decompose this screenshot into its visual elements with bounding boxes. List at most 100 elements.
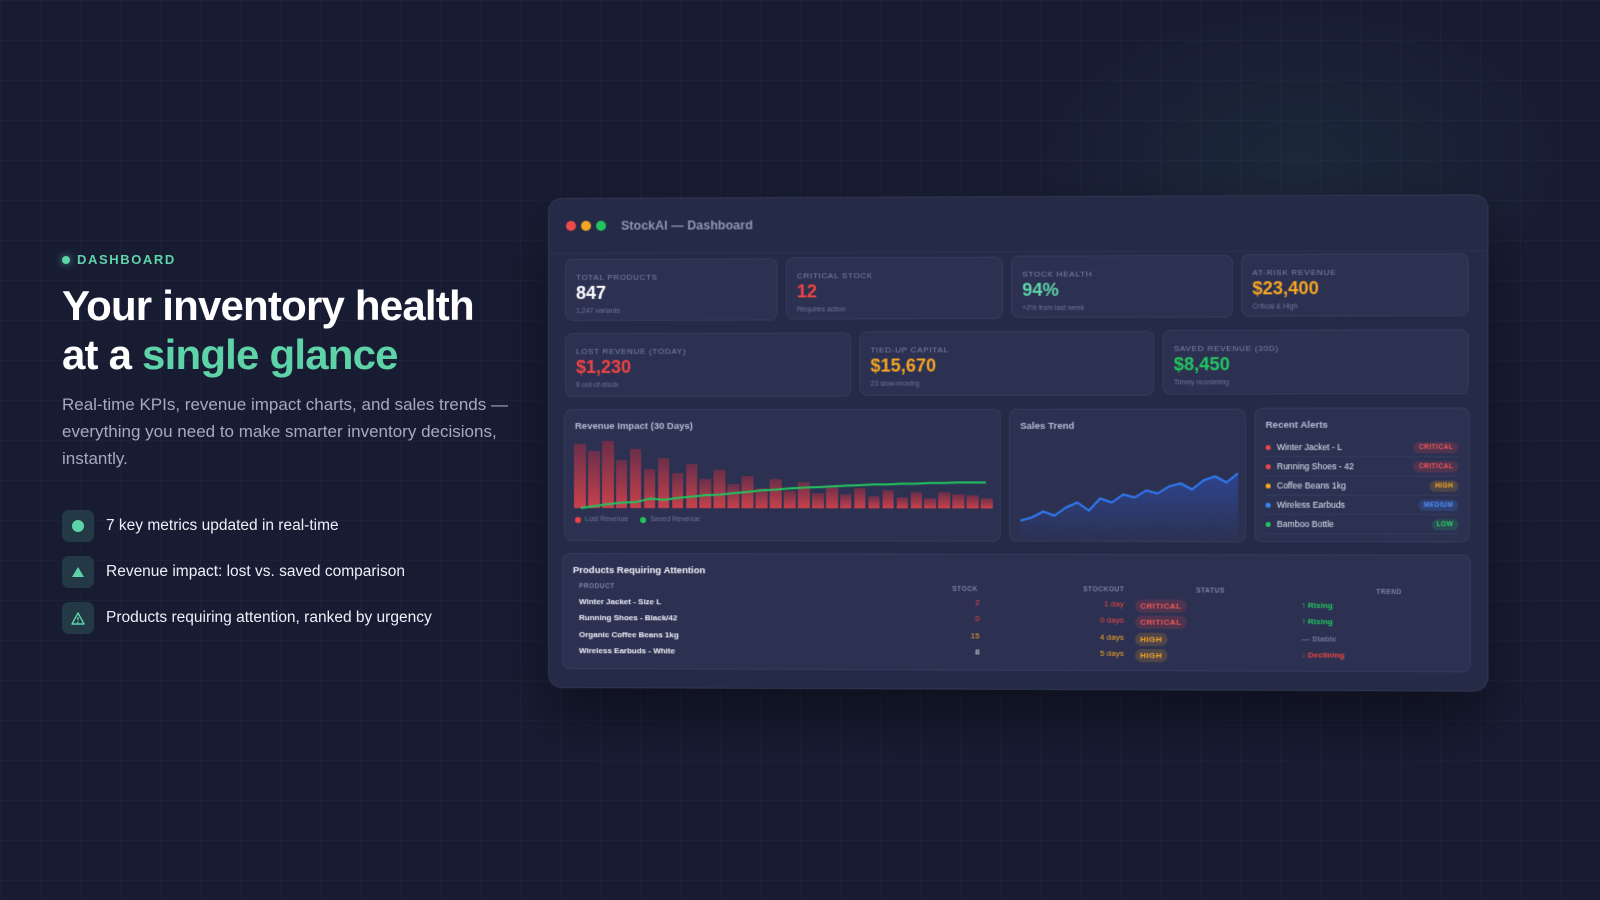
kpi-value: $1,230: [575, 356, 632, 377]
headline-accent: single glance: [142, 331, 399, 378]
severity-badge: LOW: [1431, 518, 1459, 530]
alert-product-name: Winter Jacket - L: [1276, 441, 1343, 453]
legend-item-saved[interactable]: Saved Revenue: [640, 516, 700, 523]
kpi-value: $15,670: [870, 355, 937, 376]
severity-badge: MEDIUM: [1418, 499, 1459, 511]
headline-line-2-prefix: at a: [62, 331, 143, 378]
eyebrow: DASHBOARD: [62, 252, 542, 267]
kpi-card-total-products[interactable]: TOTAL PRODUCTS 847 1,247 variants: [564, 258, 778, 321]
maximize-window-button[interactable]: [596, 220, 607, 231]
kpi-card-stock-health[interactable]: STOCK HEALTH 94% +2% from last week: [1011, 254, 1233, 319]
alert-product-name: Wireless Earbuds: [1276, 499, 1346, 510]
column-header-stockout[interactable]: STOCKOUT: [1083, 586, 1125, 594]
status-dot-icon: [62, 255, 70, 264]
kpi-card-tied-up-capital[interactable]: TIED-UP CAPITAL $15,670 23 slow-moving: [859, 330, 1155, 396]
kpi-value: 94%: [1022, 279, 1059, 300]
alert-item[interactable]: Winter Jacket - L CRITICAL: [1265, 437, 1459, 458]
table-row[interactable]: Winter Jacket - Size L 2 1 day CRITICAL …: [563, 554, 1470, 613]
saved-revenue-line: [574, 440, 993, 508]
page-title: Your inventory health at a single glance: [62, 281, 542, 379]
severity-dot-icon: [1265, 502, 1271, 508]
stockout-value: 4 days: [1099, 632, 1124, 642]
table-row[interactable]: Running Shoes - Black/42 0 0 days CRITIC…: [563, 554, 1470, 630]
feature-item: Revenue impact: lost vs. saved compariso…: [62, 556, 432, 588]
stock-value: 2: [975, 598, 980, 608]
products-attention-table: Products Requiring Attention PRODUCT STO…: [561, 553, 1471, 673]
chart-title: Sales Trend: [1020, 420, 1075, 432]
alert-product-name: Bamboo Bottle: [1276, 518, 1334, 530]
stockout-value: 0 days: [1099, 615, 1124, 625]
alert-item[interactable]: Running Shoes - 42 CRITICAL: [1265, 457, 1459, 477]
hero-section: DASHBOARD Your inventory health at a sin…: [62, 252, 542, 472]
kpi-subtext: Timely reordering: [1173, 379, 1230, 387]
table-row[interactable]: Wireless Earbuds - White 8 5 days HIGH ↓…: [563, 554, 1470, 663]
severity-dot-icon: [1265, 521, 1271, 527]
feature-item: 7 key metrics updated in real-time: [62, 510, 432, 542]
kpi-card-saved-revenue[interactable]: SAVED REVENUE (30D) $8,450 Timely reorde…: [1162, 329, 1469, 395]
product-name: Organic Coffee Beans 1kg: [578, 629, 679, 640]
eyebrow-label: DASHBOARD: [77, 252, 176, 267]
kpi-subtext: Critical & High: [1252, 303, 1298, 311]
chart-title: Revenue Impact (30 Days): [574, 420, 693, 432]
kpi-subtext: 1,247 variants: [575, 307, 621, 315]
kpi-label: STOCK HEALTH: [1022, 269, 1093, 279]
warning-icon: [71, 611, 85, 625]
legend-swatch-icon: [640, 516, 647, 523]
legend-swatch-icon: [574, 516, 581, 523]
trend-indicator: ↑ Rising: [1301, 600, 1333, 611]
trend-indicator: — Stable: [1301, 633, 1337, 644]
feature-text: 7 key metrics updated in real-time: [106, 517, 339, 534]
kpi-value: 847: [575, 282, 607, 303]
kpi-value: $8,450: [1173, 354, 1230, 375]
circle-icon: [72, 520, 84, 532]
kpi-subtext: 23 slow-moving: [870, 380, 920, 388]
column-header-trend[interactable]: TREND: [1376, 588, 1402, 597]
kpi-subtext: +2% from last week: [1022, 304, 1085, 313]
legend-item-lost[interactable]: Lost Revenue: [574, 516, 628, 523]
severity-dot-icon: [1265, 463, 1271, 469]
window-title: StockAI — Dashboard: [621, 218, 753, 233]
column-header-product[interactable]: PRODUCT: [578, 583, 615, 591]
stock-value: 0: [975, 614, 980, 624]
kpi-card-at-risk-revenue[interactable]: AT-RISK REVENUE $23,400 Critical & High: [1241, 253, 1469, 317]
alert-item[interactable]: Bamboo Bottle LOW: [1265, 514, 1459, 535]
alert-product-name: Running Shoes - 42: [1276, 461, 1354, 472]
column-header-status[interactable]: STATUS: [1196, 587, 1225, 595]
kpi-label: AT-RISK REVENUE: [1252, 267, 1337, 278]
feature-item: Products requiring attention, ranked by …: [62, 602, 432, 634]
dashboard-window: StockAI — Dashboard TOTAL PRODUCTS 847 1…: [548, 194, 1489, 692]
status-badge: CRITICAL: [1135, 599, 1187, 613]
kpi-subtext: 8 out-of-stock: [575, 381, 619, 389]
kpi-label: CRITICAL STOCK: [796, 271, 874, 281]
table-row[interactable]: Organic Coffee Beans 1kg 15 4 days HIGH …: [563, 554, 1470, 646]
status-badge: CRITICAL: [1135, 615, 1187, 630]
kpi-subtext: Requires action: [796, 306, 846, 314]
trend-indicator: ↑ Rising: [1301, 617, 1333, 627]
alert-item[interactable]: Coffee Beans 1kg HIGH: [1265, 476, 1459, 496]
window-titlebar: StockAI — Dashboard: [548, 195, 1488, 254]
product-name: Running Shoes - Black/42: [578, 613, 678, 623]
severity-dot-icon: [1265, 482, 1271, 489]
kpi-value: $23,400: [1252, 277, 1319, 299]
trend-indicator: ↓ Declining: [1301, 650, 1345, 660]
product-name: Wireless Earbuds - White: [578, 645, 676, 656]
kpi-card-lost-revenue[interactable]: LOST REVENUE (TODAY) $1,230 8 out-of-sto…: [564, 332, 852, 397]
status-badge: HIGH: [1135, 648, 1168, 663]
headline-line-1: Your inventory health: [62, 282, 475, 329]
table-title: Products Requiring Attention: [572, 565, 706, 577]
close-window-button[interactable]: [565, 220, 576, 231]
minimize-window-button[interactable]: [580, 220, 591, 231]
legend-label: Saved Revenue: [650, 516, 701, 524]
status-badge: HIGH: [1135, 632, 1168, 646]
kpi-label: SAVED REVENUE (30D): [1173, 343, 1279, 354]
lead-paragraph: Real-time KPIs, revenue impact charts, a…: [62, 395, 508, 468]
column-header-stock[interactable]: STOCK: [952, 585, 978, 594]
kpi-label: TIED-UP CAPITAL: [870, 345, 949, 355]
kpi-card-critical-stock[interactable]: CRITICAL STOCK 12 Requires action: [785, 256, 1003, 320]
chart-legend: Lost Revenue Saved Revenue: [574, 516, 700, 523]
feature-icon-box: [62, 602, 94, 634]
product-name: Winter Jacket - Size L: [578, 597, 662, 607]
feature-text: Products requiring attention, ranked by …: [106, 609, 432, 626]
severity-badge: CRITICAL: [1413, 460, 1459, 472]
alert-item[interactable]: Wireless Earbuds MEDIUM: [1265, 495, 1459, 516]
